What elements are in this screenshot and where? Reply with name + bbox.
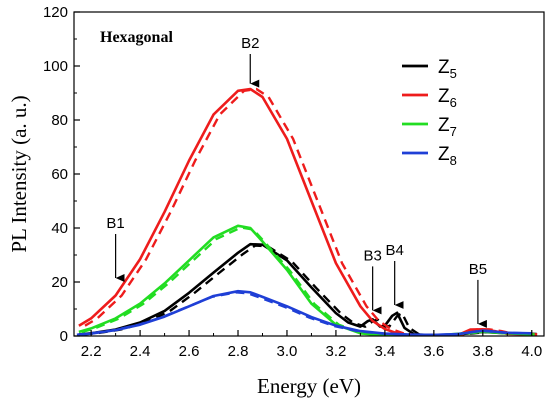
x-tick-label: 2.6 (179, 343, 200, 360)
x-tick-label: 3.8 (472, 343, 493, 360)
x-tick-label: 3.6 (423, 343, 444, 360)
fit-line-z6 (84, 87, 538, 336)
y-tick-label: 100 (43, 58, 68, 75)
legend: Z5 Z6 Z7 Z8 (402, 57, 457, 168)
axis-ticks: 2.2 2.4 2.6 2.8 3.0 3.2 3.4 3.6 3.8 4.0 0 20 40 60 80 1… (43, 4, 542, 360)
x-tick-label: 3.4 (374, 343, 395, 360)
legend-label-z6: Z6 (438, 86, 457, 110)
x-tick-label: 3.0 (277, 343, 298, 360)
y-tick-label: 0 (60, 328, 68, 345)
y-tick-label: 60 (51, 166, 68, 183)
y-axis-title: PL Intensity (a. u.) (7, 95, 31, 252)
series-line-z8 (78, 289, 532, 336)
inset-title: Hexagonal (100, 29, 173, 46)
annotation-label-b4: B4 (385, 242, 403, 259)
plot-frame (73, 11, 545, 337)
y-tick-label: 20 (51, 274, 68, 291)
annotation-label-b5: B5 (469, 261, 487, 278)
legend-label-z5: Z5 (438, 57, 457, 81)
legend-label-z8: Z8 (438, 144, 457, 168)
x-tick-label: 4.0 (521, 343, 542, 360)
y-tick-label: 120 (43, 4, 68, 21)
y-tick-label: 80 (51, 112, 68, 129)
x-tick-label: 2.8 (228, 343, 249, 360)
fit-line-z8 (76, 291, 530, 336)
annotation-label-b3: B3 (363, 247, 381, 264)
x-axis-title: Energy (eV) (257, 374, 361, 398)
x-tick-label: 3.2 (325, 343, 346, 360)
annotation-layer: B1 B2 B3 B4 B5 (106, 35, 487, 328)
x-tick-label: 2.2 (81, 343, 102, 360)
series-layer (76, 87, 538, 336)
annotation-label-b1: B1 (106, 215, 124, 232)
series-line-z6 (78, 87, 532, 336)
fit-line-z7 (81, 226, 535, 336)
x-tick-label: 2.4 (130, 343, 151, 360)
legend-label-z7: Z7 (438, 115, 457, 139)
annotation-label-b2: B2 (241, 35, 259, 52)
y-tick-label: 40 (51, 220, 68, 237)
